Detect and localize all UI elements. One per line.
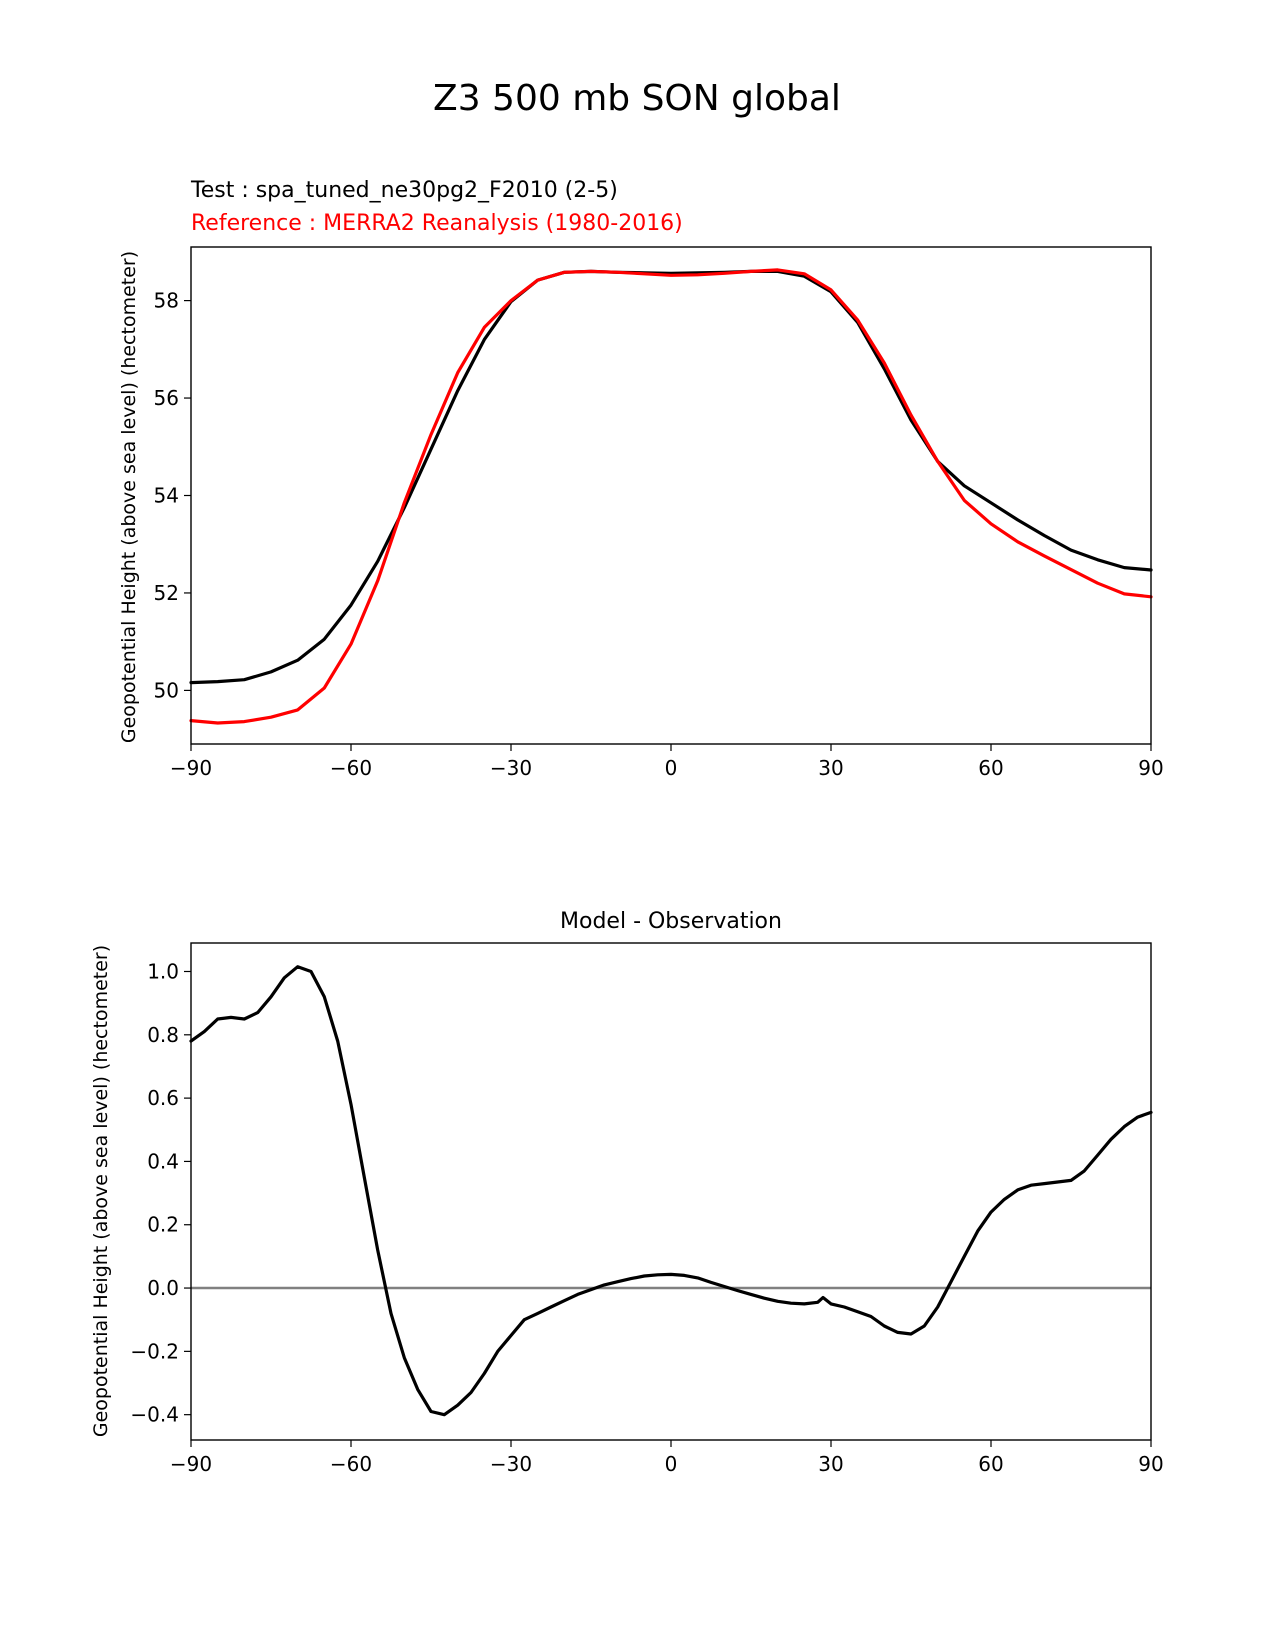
top-plot-frame: [190, 246, 1152, 745]
bottom-ytick-label: −0.2: [130, 1339, 179, 1363]
bottom-xtick-label: −90: [170, 1452, 212, 1476]
bottom-xtick-label: 0: [665, 1452, 678, 1476]
top-xtick-label: −60: [330, 756, 372, 780]
top-xtick-label: 90: [1138, 756, 1163, 780]
top-ytick-label: 58: [154, 289, 179, 313]
bottom-ytick-label: 0.2: [147, 1213, 179, 1237]
top-panel: Test : spa_tuned_ne30pg2_F2010 (2-5) Ref…: [118, 178, 1164, 780]
top-xtick-label: 0: [665, 756, 678, 780]
reference-series-line: [189, 268, 1153, 725]
top-ytick-label: 50: [154, 678, 179, 702]
bottom-ytick-label: 0.6: [147, 1086, 179, 1110]
bottom-xtick-label: −60: [330, 1452, 372, 1476]
bottom-ytick-label: 0.8: [147, 1023, 179, 1047]
top-xtick-label: 30: [818, 756, 843, 780]
bottom-lines: [189, 965, 1153, 1417]
top-xtick-label: −90: [170, 756, 212, 780]
top-ytick-label: 52: [154, 581, 179, 605]
top-ytick-label: 54: [154, 484, 179, 508]
bottom-xtick-label: −30: [490, 1452, 532, 1476]
bottom-panel: Model - Observation Geopotential Height …: [90, 909, 1164, 1476]
difference-title: Model - Observation: [560, 909, 782, 934]
top-ylabel: Geopotential Height (above sea level) (h…: [118, 251, 140, 743]
bottom-xtick-label: 90: [1138, 1452, 1163, 1476]
figure-title: Z3 500 mb SON global: [433, 78, 841, 119]
bottom-ytick-label: −0.4: [130, 1403, 179, 1427]
bottom-ylabel: Geopotential Height (above sea level) (h…: [90, 945, 112, 1437]
bottom-xtick-label: 60: [978, 1452, 1003, 1476]
top-ticks: −90 −60 −30 0 30 60 90 50 52 54 56 58: [154, 289, 1164, 780]
bottom-ytick-label: 0.4: [147, 1149, 179, 1173]
top-xtick-label: −30: [490, 756, 532, 780]
top-lines: [189, 268, 1153, 725]
bottom-plot-frame: [190, 942, 1152, 1441]
test-series-line: [189, 269, 1153, 685]
top-xtick-label: 60: [978, 756, 1003, 780]
top-ytick-label: 56: [154, 386, 179, 410]
test-title: Test : spa_tuned_ne30pg2_F2010 (2-5): [190, 178, 618, 203]
bottom-ytick-label: 0.0: [147, 1276, 179, 1300]
bottom-ytick-label: 1.0: [147, 959, 179, 983]
bottom-xtick-label: 30: [818, 1452, 843, 1476]
reference-title: Reference : MERRA2 Reanalysis (1980-2016…: [191, 211, 683, 236]
difference-series-line: [189, 965, 1153, 1417]
bottom-ticks: −90 −60 −30 0 30 60 90 −0.4 −0.2 0.0 0.2 0.4 0.6 0.8 1…: [130, 959, 1163, 1476]
